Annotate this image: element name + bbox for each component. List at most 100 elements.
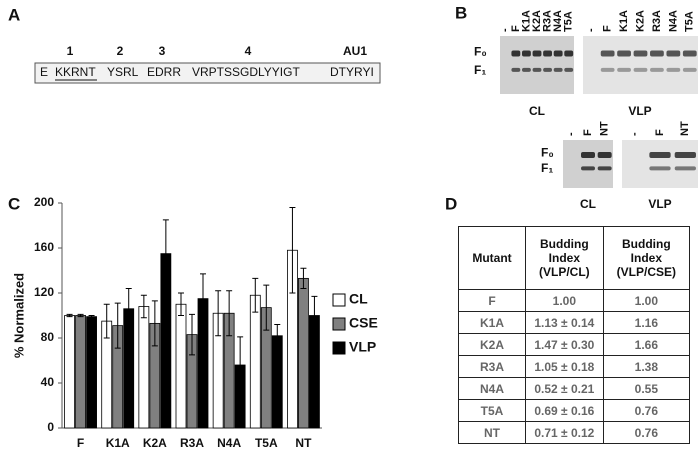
y-axis-title: % Normalized <box>11 273 26 358</box>
table-row: K1A 1.13 ± 0.14 1.16 <box>458 311 691 334</box>
bar <box>175 303 187 429</box>
error-bar <box>103 303 110 339</box>
gel-band <box>532 67 542 72</box>
legend-label: VLP <box>349 339 376 355</box>
error-bar <box>200 273 206 324</box>
error-bar <box>162 219 169 288</box>
gel-band <box>521 50 531 57</box>
lane-label: - <box>499 28 511 32</box>
sequence-segment: EDRR <box>147 65 181 79</box>
table-cell: 0.52 ± 0.21 <box>525 377 604 400</box>
table-cell: N4A <box>458 377 526 400</box>
error-bar <box>140 294 147 319</box>
region-number: 3 <box>159 44 166 58</box>
gel-band <box>521 67 531 72</box>
lane-label: F <box>602 25 614 32</box>
y-tick-label: 160 <box>34 240 54 254</box>
lane-label: F <box>654 129 666 136</box>
error-bar <box>263 284 270 331</box>
gel-band <box>543 50 553 57</box>
gel-band <box>553 67 563 72</box>
gel-band <box>511 67 521 72</box>
table-header-row: Mutant Budding Index (VLP/CL) Budding Inde… <box>458 226 691 290</box>
panel-label: B <box>455 3 467 22</box>
gel-band <box>674 166 696 171</box>
gel-band <box>564 50 574 57</box>
table-cell: F <box>458 289 526 312</box>
lane-label: NT <box>599 121 611 136</box>
table-cell: K1A <box>458 311 526 334</box>
panel-label: A <box>8 5 20 24</box>
gel-band <box>633 67 648 72</box>
lane-label: - <box>585 28 597 32</box>
table-cell: 1.66 <box>602 333 691 356</box>
gel-band <box>650 50 664 57</box>
bar <box>75 315 86 429</box>
y-tick-label: 0 <box>47 420 54 434</box>
header-cell: Budding Index (VLP/CL) <box>525 226 604 290</box>
table-cell: 1.47 ± 0.30 <box>525 333 604 356</box>
blot-label: VLP <box>628 104 651 118</box>
error-bar <box>178 292 184 316</box>
error-bar <box>125 288 132 330</box>
region-number: AU1 <box>343 44 367 58</box>
table-cell: 0.69 ± 0.16 <box>525 399 604 422</box>
y-tick-label: 40 <box>41 375 55 389</box>
table-cell: 1.00 <box>525 289 604 312</box>
legend-swatch <box>332 293 346 307</box>
gel-band <box>553 50 563 57</box>
panel-label: D <box>445 194 457 213</box>
error-bar <box>189 313 195 356</box>
error-bar <box>114 302 121 349</box>
table-cell: 1.05 ± 0.18 <box>525 355 604 378</box>
blot-label: CL <box>529 104 545 118</box>
lane-label: K1A <box>618 10 630 32</box>
bar <box>271 335 283 429</box>
x-tick-label: NT <box>295 436 312 450</box>
error-bar <box>300 267 307 289</box>
gel-image <box>583 36 698 94</box>
x-tick-label: K2A <box>143 436 167 450</box>
table-row: T5A 0.69 ± 0.16 0.76 <box>458 399 691 422</box>
gel-band <box>532 50 542 57</box>
legend-swatch <box>332 341 346 355</box>
band-label: F₀ <box>541 146 554 160</box>
error-bar <box>215 290 222 337</box>
gel-band <box>666 67 681 72</box>
bar <box>64 315 75 429</box>
table-cell: K2A <box>458 333 526 356</box>
table-row: N4A 0.52 ± 0.21 0.55 <box>458 377 691 400</box>
x-tick-label: K1A <box>106 436 130 450</box>
gel-band <box>617 67 631 72</box>
table-cell: 1.16 <box>602 311 691 334</box>
lane-label: N4A <box>667 10 679 32</box>
band-label: F₀ <box>474 44 487 58</box>
error-bar <box>289 207 296 294</box>
error-bar <box>88 315 95 319</box>
bar <box>249 294 261 429</box>
table-cell: T5A <box>458 399 526 422</box>
error-bar <box>226 290 233 337</box>
panel-label: C <box>8 194 20 213</box>
table-cell: 0.76 <box>602 421 691 444</box>
gel-band <box>649 166 671 171</box>
sequence-segment: KKRNT <box>55 65 96 79</box>
gel-band <box>581 166 595 171</box>
blot-label: CL <box>580 197 596 211</box>
legend-label: CL <box>349 291 368 307</box>
gel-band <box>674 152 696 158</box>
lane-label: K1A <box>520 10 532 32</box>
lane-label: T5A <box>563 11 575 32</box>
y-tick-label: 80 <box>41 330 55 344</box>
table-row: K2A 1.47 ± 0.30 1.66 <box>458 333 691 356</box>
region-number: 1 <box>67 44 74 58</box>
x-tick-label: R3A <box>180 436 204 450</box>
lane-label: F <box>510 25 522 32</box>
lane-label: K2A <box>531 10 543 32</box>
lane-label: N4A <box>552 10 564 32</box>
blot-label: VLP <box>648 197 671 211</box>
gel-band <box>581 152 595 158</box>
x-tick-label: N4A <box>217 436 241 450</box>
